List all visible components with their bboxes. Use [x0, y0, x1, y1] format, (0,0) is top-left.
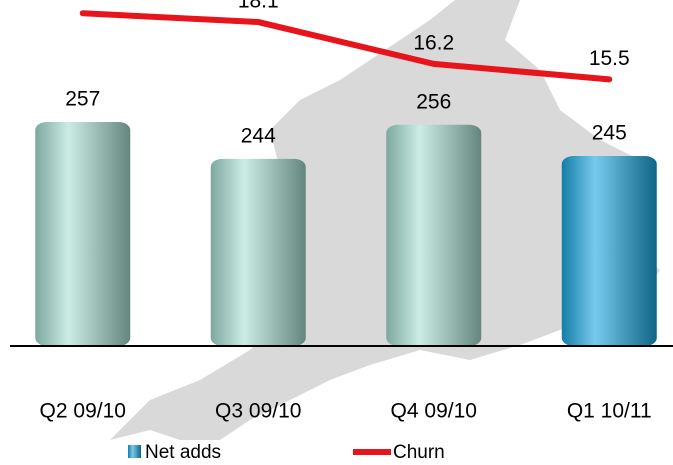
legend-label: Net adds: [145, 442, 221, 463]
legend-label: Churn: [393, 442, 445, 463]
value-label: 18.1: [238, 0, 279, 13]
bar: [386, 124, 482, 346]
bar: [35, 121, 131, 346]
x-tick-label: Q4 09/10: [391, 400, 477, 423]
value-label: 16.2: [413, 31, 454, 54]
value-label: 256: [416, 90, 451, 113]
map-background: [110, 0, 660, 440]
value-label: 15.5: [589, 47, 630, 70]
value-label: 18.5: [62, 0, 103, 4]
bar: [210, 158, 306, 346]
bar: [561, 155, 657, 346]
x-tick-label: Q1 10/11: [567, 400, 652, 423]
value-label: 244: [241, 124, 276, 147]
value-label: 257: [65, 87, 100, 110]
legend-swatch: [353, 449, 391, 455]
churn-line: [79, 10, 613, 83]
x-tick-label: Q3 09/10: [215, 400, 301, 423]
legend-swatch: [128, 445, 141, 458]
value-label: 245: [592, 122, 627, 145]
x-tick-label: Q2 09/10: [40, 400, 126, 423]
